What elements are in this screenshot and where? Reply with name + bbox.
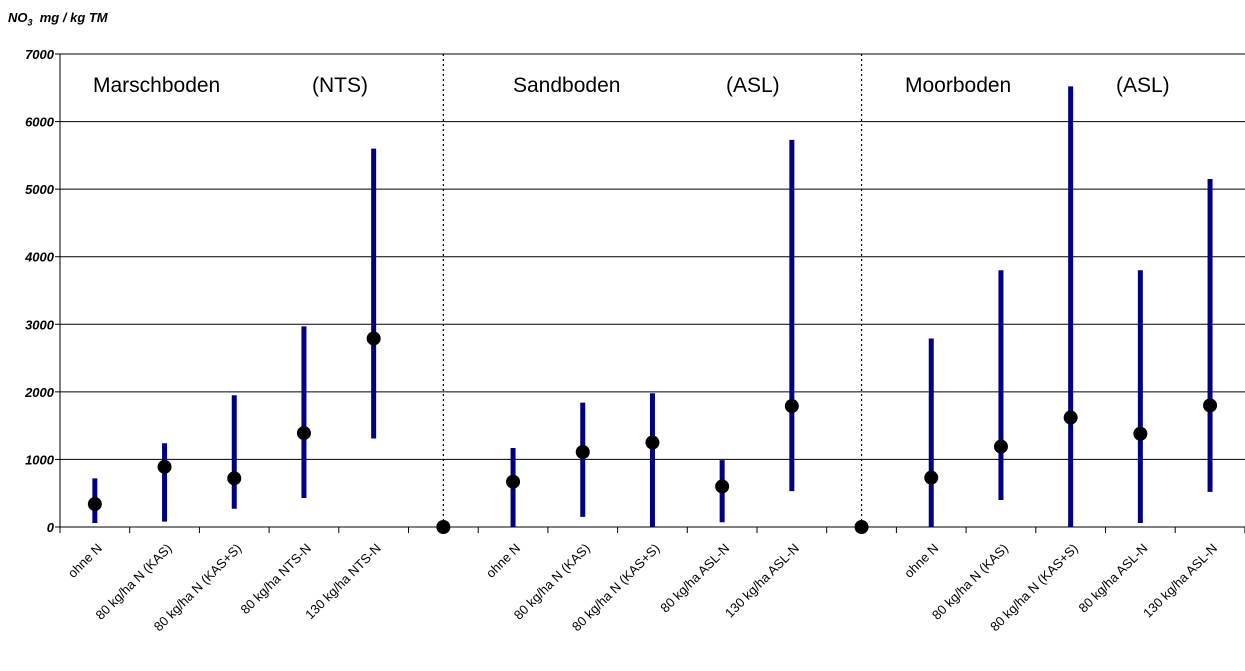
median-point [784, 399, 799, 414]
x-tick-label: 80 kg/ha ASL-N [657, 541, 732, 616]
group-title-marschboden: Marschboden [93, 74, 220, 97]
group-fertilizer-label: (NTS) [312, 74, 368, 97]
group-fertilizer-label: (ASL) [1116, 74, 1170, 97]
x-tick-label: 80 kg/ha ASL-N [1075, 541, 1150, 616]
x-tick-label: ohne N [65, 541, 105, 581]
y-tick-label: 6000 [25, 115, 55, 130]
median-point [1133, 426, 1148, 441]
group-title-moorboden: Moorboden [905, 74, 1011, 97]
x-tick-label: 80 kg/ha N (KAS) [511, 541, 593, 623]
x-tick-label: 130 kg/ha ASL-N [1140, 541, 1220, 621]
median-point [1203, 398, 1218, 413]
median-point [506, 474, 521, 489]
separator-zero-point [436, 520, 451, 534]
median-point [924, 470, 939, 485]
y-tick-label: 2000 [24, 385, 55, 400]
y-unit-rest: mg / kg TM [36, 10, 108, 25]
median-point [645, 435, 660, 450]
x-tick-label: 80 kg/ha N (KAS) [93, 541, 175, 623]
median-point [87, 497, 102, 512]
y-tick-label: 1000 [25, 452, 55, 467]
median-point [1063, 410, 1078, 425]
separator-zero-point [854, 520, 869, 534]
y-tick-label: 7000 [25, 47, 55, 62]
x-tick-label: ohne N [483, 541, 523, 581]
x-tick-label: 130 kg/ha ASL-N [722, 541, 802, 621]
median-point [715, 479, 730, 494]
group-title-sandboden: Sandboden [513, 74, 620, 97]
median-point [157, 459, 172, 474]
y-unit-sub3: 3 [27, 17, 33, 28]
group-fertilizer-label: (ASL) [726, 74, 780, 97]
median-point [366, 331, 381, 346]
y-tick-label: 3000 [25, 317, 55, 332]
y-tick-label: 0 [47, 520, 55, 535]
x-tick-label: 80 kg/ha N (KAS) [929, 541, 1011, 623]
median-point [575, 444, 590, 459]
y-unit-no: NO [8, 10, 28, 25]
y-axis-unit-label: NO3 mg / kg TM [8, 10, 108, 28]
x-tick-label: 130 kg/ha NTS-N [302, 541, 384, 623]
x-tick-label: ohne N [901, 541, 941, 581]
y-tick-label: 4000 [24, 250, 55, 265]
median-point [227, 471, 242, 486]
median-point [296, 426, 311, 441]
median-point [993, 439, 1008, 454]
y-tick-label: 5000 [25, 182, 55, 197]
x-tick-label: 80 kg/ha NTS-N [238, 541, 315, 618]
